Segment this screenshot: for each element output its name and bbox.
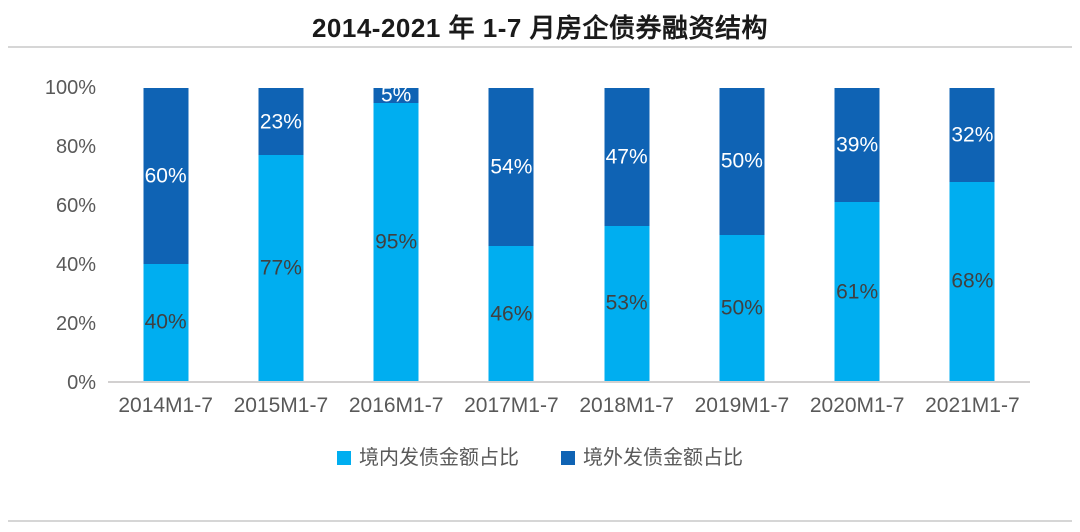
bar-value-label: 54% [490, 155, 533, 179]
bar-segment-domestic: 95% [373, 102, 419, 381]
x-axis-tick-label: 2019M1-7 [694, 394, 790, 417]
chart-title: 2014-2021 年 1-7 月房企债券融资结构 [311, 13, 769, 43]
bar-value-label: 23% [259, 110, 302, 134]
bar-value-label: 46% [490, 302, 533, 326]
bar-column: 47% 53% [569, 88, 684, 381]
y-axis-tick-label: 20% [55, 313, 96, 335]
x-axis-tick-label: 2018M1-7 [579, 394, 674, 417]
bottom-divider-line [8, 520, 1072, 522]
bar-value-label: 61% [836, 280, 879, 304]
y-axis-tick-label: 100% [44, 77, 96, 99]
top-divider-line [8, 46, 1072, 48]
bar-segment-overseas: 60% [143, 88, 189, 264]
bar-segment-overseas: 54% [488, 88, 534, 247]
y-axis: 0% 20% 40% 60% 80% 100% [0, 78, 96, 393]
legend-item-overseas: 境外发债金额占比 [561, 448, 743, 468]
bar-segment-domestic: 77% [258, 155, 304, 381]
plot-area: 60% 40% 23% 77% 5% 95% 54% 46% 47% 53% 50% 50% 39% 61… [108, 83, 1030, 383]
bar-column: 54% 46% [454, 88, 569, 381]
x-axis-tick-label: 2014M1-7 [118, 394, 213, 417]
bar-segment-overseas: 47% [604, 88, 650, 226]
stacked-bar: 23% 77% [258, 88, 304, 381]
bar-column: 5% 95% [339, 83, 454, 381]
stacked-bar: 32% 68% [949, 88, 995, 381]
legend-swatch-icon [337, 451, 351, 465]
legend-label: 境外发债金额占比 [583, 447, 743, 469]
bar-value-label: 40% [144, 310, 187, 334]
y-axis-tick-label: 60% [55, 195, 96, 217]
bar-value-label: 47% [605, 145, 648, 169]
bar-value-label: 77% [259, 256, 302, 280]
bar-column: 60% 40% [108, 88, 223, 381]
bar-segment-domestic: 40% [143, 263, 189, 381]
stacked-bar: 60% 40% [143, 88, 189, 381]
bar-column: 23% 77% [223, 88, 338, 381]
x-axis-tick-label: 2021M1-7 [925, 394, 1020, 417]
x-axis-tick-label: 2016M1-7 [348, 394, 444, 417]
bar-segment-overseas: 5% [373, 83, 419, 107]
bar-value-label: 60% [144, 164, 187, 188]
bar-segment-domestic: 68% [949, 181, 995, 381]
bar-segment-overseas: 32% [949, 88, 995, 182]
stacked-bar: 39% 61% [834, 88, 880, 381]
bar-column: 39% 61% [800, 88, 915, 381]
x-axis: 2014M1-7 2015M1-7 2016M1-7 2017M1-7 2018M1-7… [108, 393, 1030, 418]
bar-segment-overseas: 23% [258, 88, 304, 156]
stacked-bar: 50% 50% [719, 88, 765, 381]
legend-item-domestic: 境内发债金额占比 [337, 448, 519, 468]
bar-segment-overseas: 50% [719, 88, 765, 235]
bar-value-label: 68% [951, 269, 994, 293]
legend-label: 境内发债金额占比 [359, 447, 519, 469]
bar-segment-domestic: 53% [604, 225, 650, 381]
bar-segment-domestic: 61% [834, 202, 880, 381]
bar-value-label: 39% [836, 133, 879, 157]
y-axis-tick-label: 0% [67, 372, 96, 394]
y-axis-tick-label: 80% [55, 136, 96, 158]
x-axis-tick-label: 2015M1-7 [233, 394, 329, 417]
bar-value-label: 50% [720, 149, 763, 173]
bar-value-label: 32% [951, 123, 994, 147]
stacked-bar: 5% 95% [373, 83, 419, 381]
x-axis-tick-label: 2017M1-7 [464, 394, 559, 417]
bar-segment-domestic: 46% [488, 246, 534, 381]
bar-value-label: 5% [380, 83, 412, 107]
stacked-bar: 47% 53% [604, 88, 650, 381]
x-axis-tick-label: 2020M1-7 [809, 394, 905, 417]
bar-value-label: 95% [375, 230, 418, 254]
y-axis-tick-label: 40% [55, 254, 96, 276]
stacked-bar: 54% 46% [488, 88, 534, 381]
bar-column: 50% 50% [684, 88, 799, 381]
bar-segment-domestic: 50% [719, 234, 765, 381]
bar-value-label: 50% [720, 296, 763, 320]
bar-column: 32% 68% [915, 88, 1030, 381]
chart-legend: 境内发债金额占比 境外发债金额占比 [0, 448, 1080, 468]
legend-swatch-icon [561, 451, 575, 465]
bar-value-label: 53% [605, 291, 648, 315]
bar-segment-overseas: 39% [834, 88, 880, 203]
